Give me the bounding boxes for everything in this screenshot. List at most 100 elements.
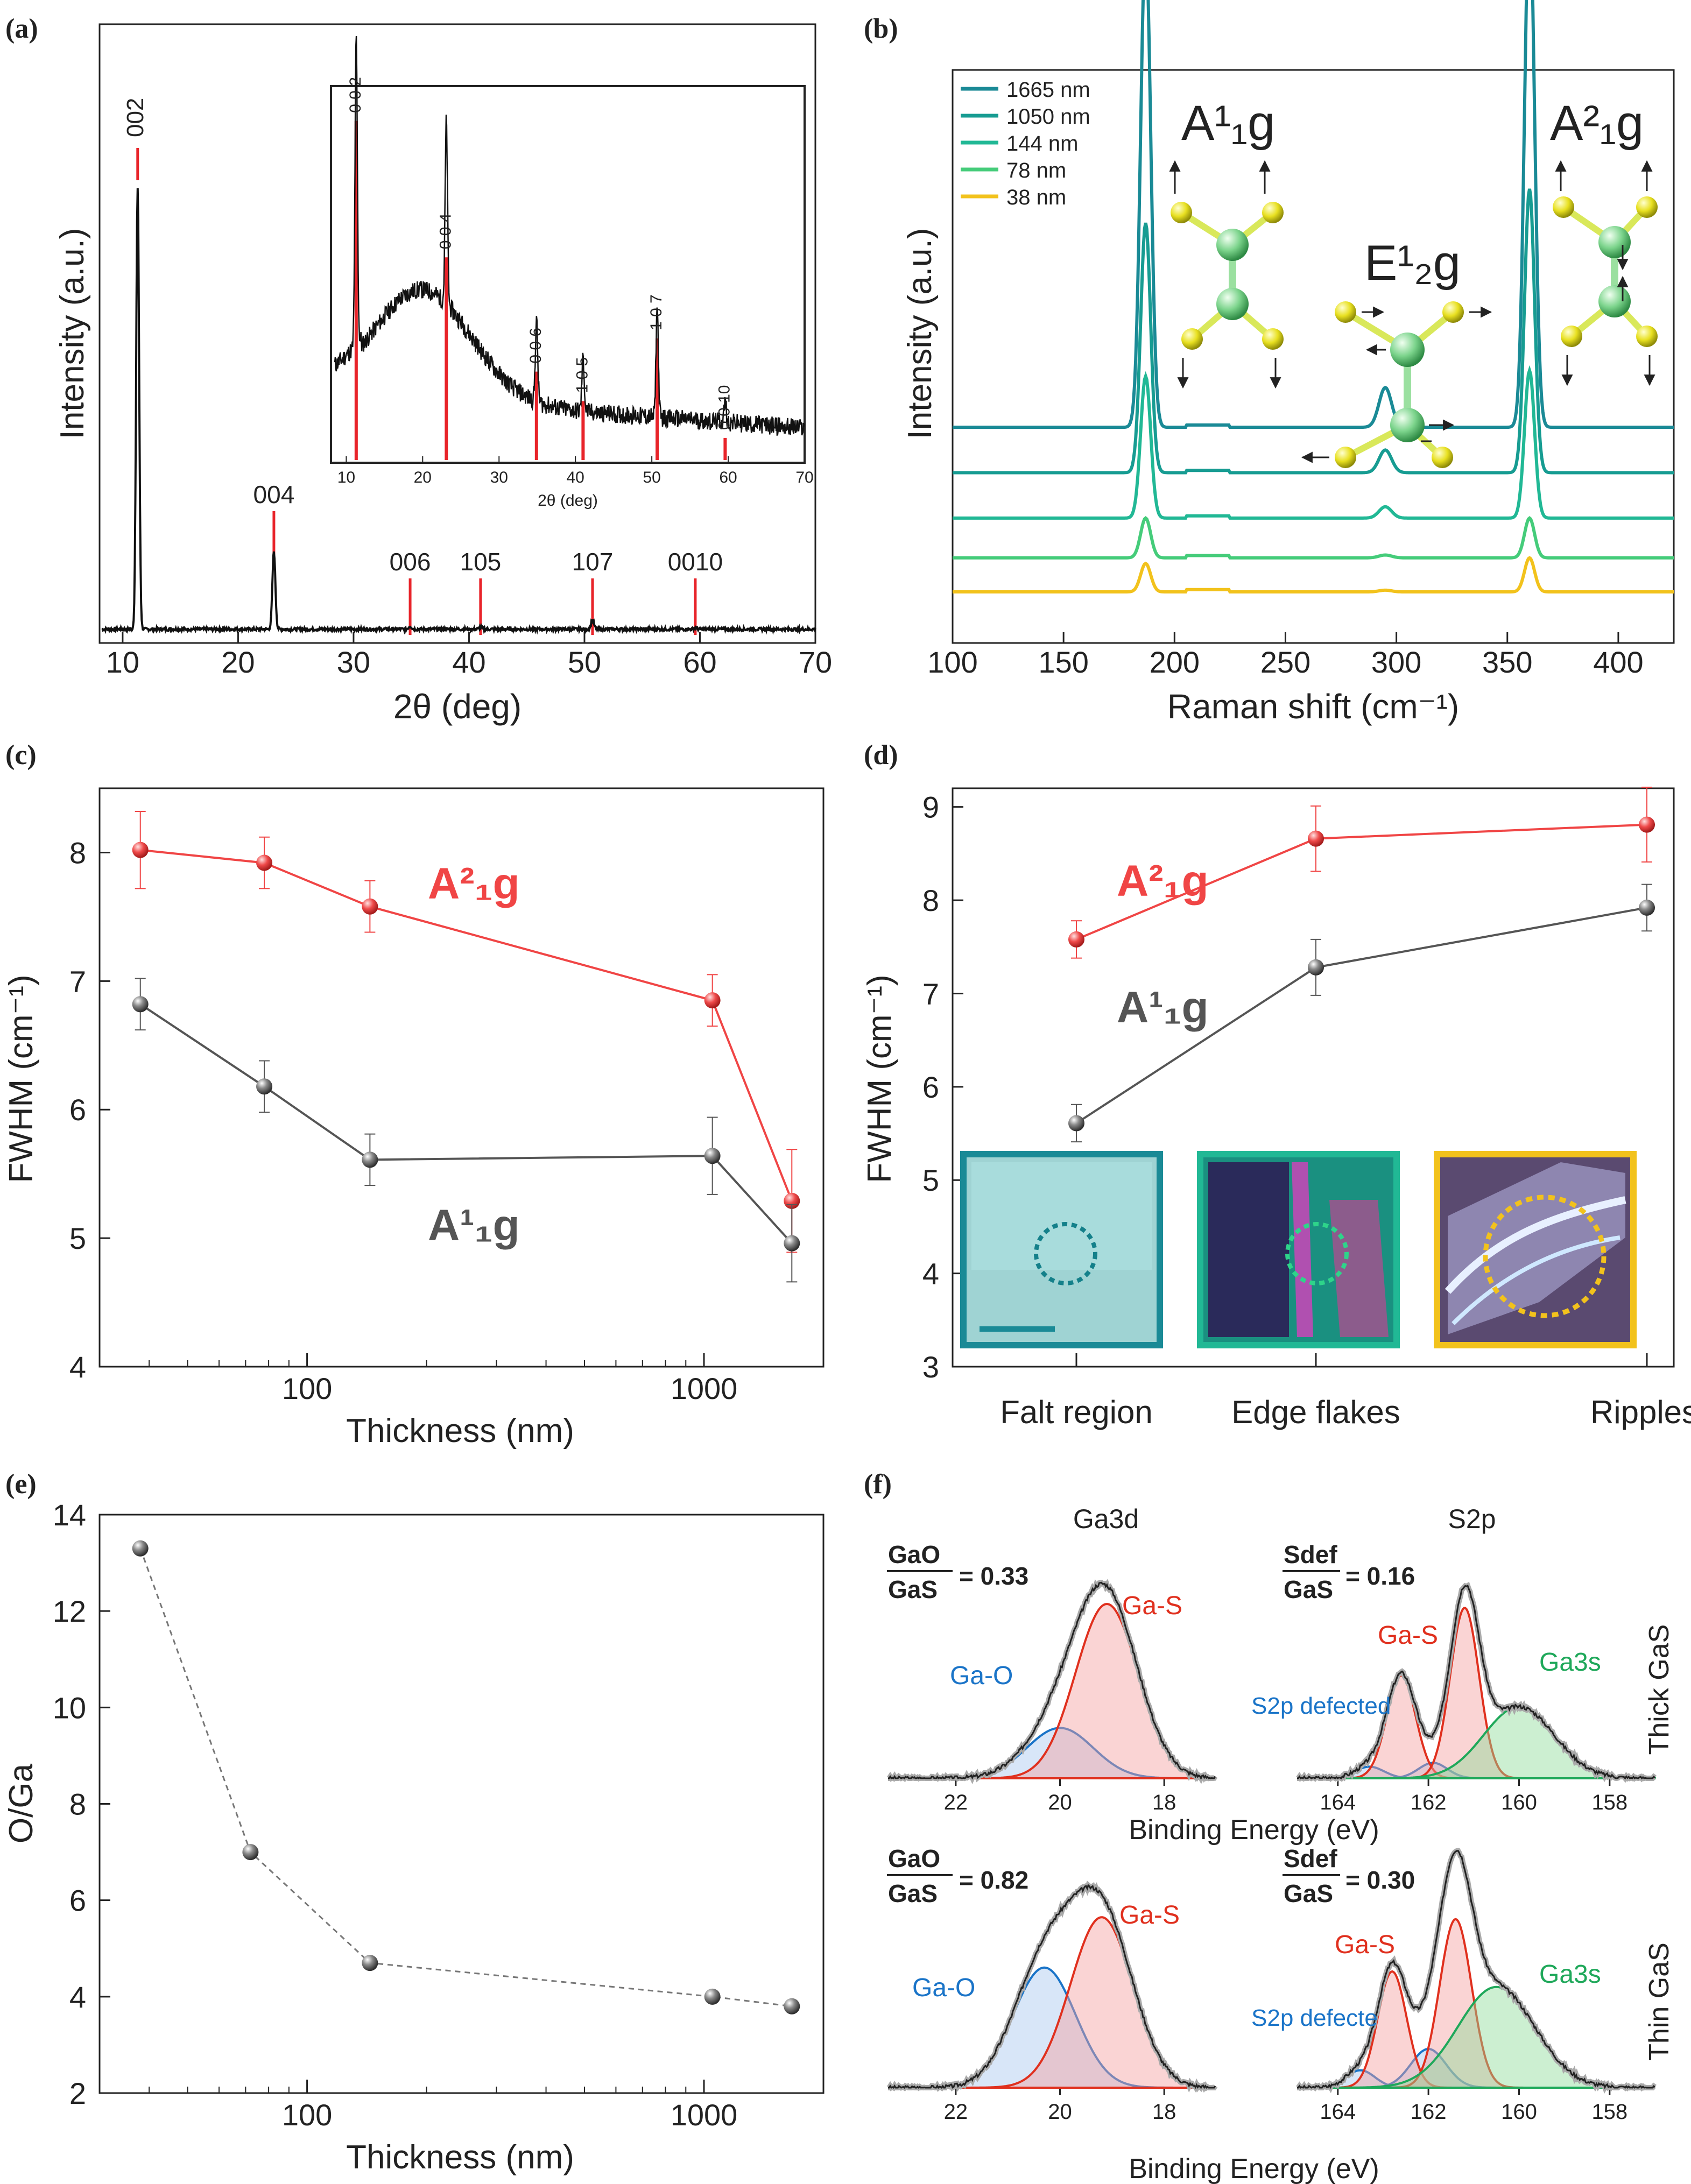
xps-tick-label: 20 [1048,2100,1072,2124]
xps-tick-label: 162 [1411,2100,1447,2124]
xps-label-gas-thick-ga: Ga-S [1122,1592,1182,1620]
panel-c-data-point [784,1235,800,1252]
panel-a-inset-xtick-label: 20 [414,469,432,486]
panel-a-xrd: Intensity (a.u.) 2θ (deg) 10 20 30 40 50 60 70… [54,23,832,726]
xps-envelope [888,1884,1216,2089]
panel-a-xtick-label: 70 [799,645,832,679]
panel-c-data-point [256,854,273,871]
panel-a-inset-xtick-label: 30 [490,469,508,486]
xps-title-ga3d: Ga3d [1073,1504,1139,1534]
panel-label-c: (c) [5,740,37,771]
panel-e-frame [98,1514,825,2094]
panel-d-ytick-label: 4 [922,1257,939,1291]
panel-a-inset-peak-label: 0 0 6 [527,328,545,364]
xps-xlabel-top: Binding Energy (eV) [1129,1814,1379,1846]
panel-e-o-ga: O/Ga Thickness (nm) 2 4 6 8 10 12 14 100 1000 [3,1498,825,2176]
xps-tick-label: 22 [944,2100,968,2124]
raman-trace [953,556,1674,593]
xps-ratio-thin-s: Sdef GaS = 0.30 [1283,1844,1415,1907]
panel-d-ytick-label: 5 [922,1163,939,1197]
xps-label-gao-thick: Ga-O [950,1662,1013,1690]
panel-e-xtick-label: 1000 [671,2098,738,2132]
svg-text:GaS: GaS [1284,1575,1333,1603]
panel-a-xlabel: 2θ (deg) [393,687,522,726]
panel-a-peak-label: 004 [253,480,295,508]
svg-text:GaO: GaO [888,1844,940,1872]
xps-tick-label: 164 [1320,2100,1356,2124]
panel-d-data-point [1068,931,1084,948]
panel-b-xtick-label: 100 [927,645,977,679]
raman-mode-label-a1g-1: A¹₁g [1181,96,1275,151]
xps-envelope [1297,1850,1655,2089]
panel-a-inset-peak-label: 0 0 4 [436,214,454,250]
xps-row-label-thin: Thin GaS [1644,1942,1675,2061]
svg-text:GaS: GaS [888,1575,938,1603]
panel-a-peak-label: 0010 [668,548,723,576]
panel-d-ytick-label: 8 [922,884,939,917]
panel-c-data-point [362,1151,378,1168]
raman-trace [953,515,1674,560]
panel-b-xtick-label: 250 [1260,645,1310,679]
panel-a-ylabel: Intensity (a.u.) [54,228,91,440]
panel-d-category-label: Falt region [1000,1394,1152,1430]
xps-tick-label: 160 [1501,2100,1537,2124]
panel-a-inset-peak-label: 1 0 7 [647,294,665,330]
xps-row-label-thick: Thick GaS [1644,1624,1675,1755]
panel-a-inset-xtick-label: 40 [567,469,584,486]
legend-label: 38 nm [1006,186,1066,209]
panel-a-peak-label: 002 [122,98,149,137]
svg-text:GaO: GaO [888,1540,940,1568]
panel-d-data-point [1068,1115,1084,1132]
xps-label-gas-thin-ga: Ga-S [1119,1901,1180,1929]
svg-text:= 0.33: = 0.33 [959,1562,1028,1590]
panel-a-peak-label: 107 [572,548,614,576]
xps-label-gas-thin-s: Ga-S [1335,1931,1395,1959]
legend-label: 1050 nm [1006,105,1090,129]
panel-c-data-point [256,1078,273,1095]
xps-envelope [888,1581,1216,1780]
panel-e-ytick-label: 4 [69,1980,86,2014]
panel-c-series-label-a1g: A¹₁g [428,1201,520,1250]
xps-title-s2p: S2p [1448,1504,1496,1534]
panel-label-b: (b) [864,13,898,44]
panel-a-inset-trace [334,36,805,436]
panel-d-category-label: Edge flakes [1231,1394,1400,1430]
panel-a-frame [98,23,816,644]
panel-a-xtick-label: 40 [452,645,485,679]
panel-d-series-label-a1g: A¹₁g [1117,983,1209,1032]
panel-a-xtick-label: 50 [568,645,601,679]
molecule-a1g-2-icon [1553,160,1658,386]
panel-c-ytick-label: 7 [69,964,86,998]
panel-c-xtick-label: 100 [282,1372,332,1405]
panel-a-peak-label: 006 [390,548,431,576]
panel-c-series-label-a2g: A²₁g [428,859,520,908]
xps-ratio-thick-s: Sdef GaS = 0.16 [1283,1540,1415,1603]
panel-c-data-point [132,996,149,1013]
panel-d-ylabel: FWHM (cm⁻¹) [861,974,898,1183]
panel-c-xtick-label: 1000 [671,1372,738,1405]
svg-text:= 0.16: = 0.16 [1345,1562,1415,1590]
molecule-e2g-icon [1301,301,1492,468]
xps-label-gas-thick-s: Ga-S [1378,1621,1438,1650]
panel-d-category-label: Ripples [1590,1394,1691,1430]
panel-b-xtick-label: 200 [1150,645,1200,679]
panel-a-inset-peak-label: 0 0 2 [347,77,364,113]
panel-e-ytick-label: 6 [69,1884,86,1918]
panel-d-series-label-a2g: A²₁g [1117,857,1209,906]
panel-c-ytick-label: 4 [69,1350,86,1384]
svg-text:Sdef: Sdef [1284,1540,1337,1568]
xps-envelope [1297,1584,1655,1780]
panel-e-dashed-line [139,1548,792,2008]
panel-a-inset-peak-label: 0 0 10 [715,385,733,429]
xps-tick-label: 162 [1411,1791,1447,1814]
panel-e-ytick-label: 8 [69,1787,86,1821]
panel-a-inset-xtick-label: 60 [719,469,737,486]
svg-text:GaS: GaS [888,1879,938,1907]
panel-c-ytick-label: 6 [69,1093,86,1127]
panel-d-fwhm-region: FWHM (cm⁻¹) 3 4 5 6 7 8 9 Falt region Edge flake… [861,787,1691,1430]
panel-b-raman: Intensity (a.u.) Raman shift (cm⁻¹) 100 1… [901,0,1675,726]
panel-e-data-point [242,1844,259,1861]
panel-d-ytick-label: 9 [922,790,939,824]
panel-a-xtick-label: 20 [221,645,255,679]
